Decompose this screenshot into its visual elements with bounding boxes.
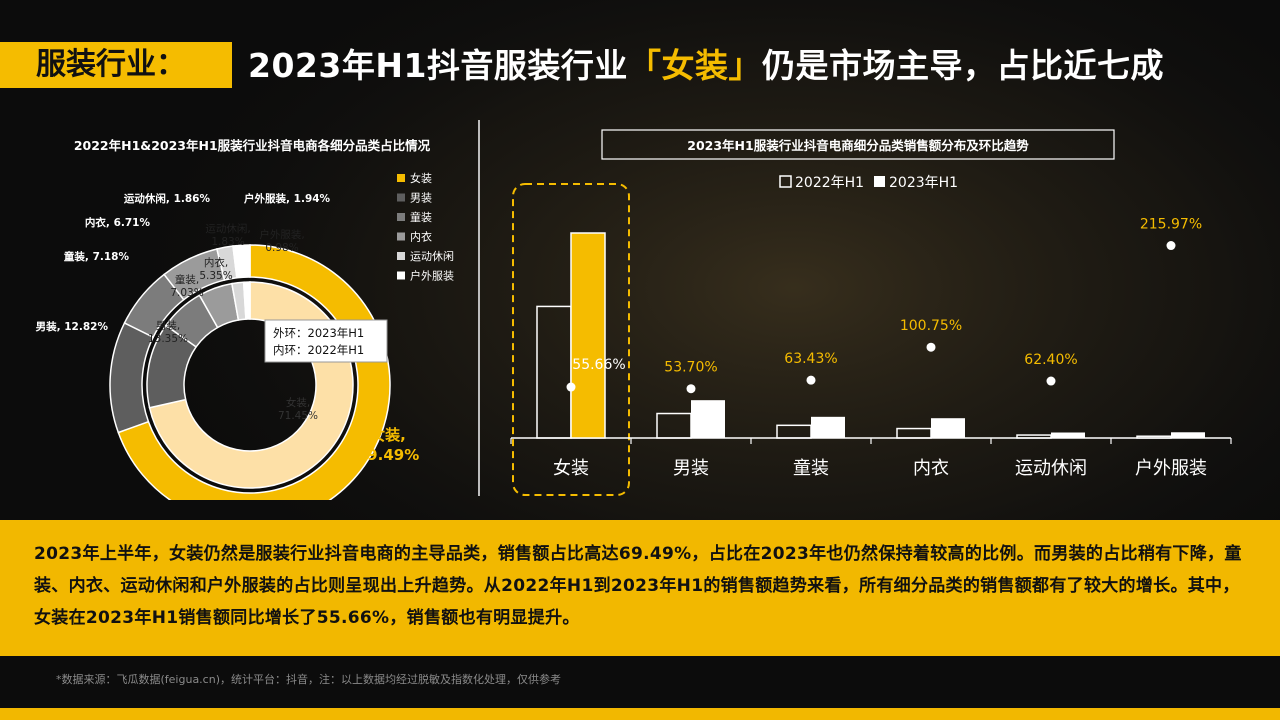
bottom-accent-bar <box>0 708 1280 720</box>
donut-legend-label-4: 运动休闲 <box>410 249 454 263</box>
donut-chart: 2022年H1&2023年H1服装行业抖音电商各细分品类占比情况 女装, 69.4… <box>36 138 454 500</box>
bar-2023-1 <box>691 400 725 438</box>
x-tick-label-3: 内衣 <box>913 458 949 479</box>
growth-label-4: 62.40% <box>1024 352 1077 368</box>
donut-legend-swatch-4 <box>397 252 405 260</box>
growth-dot-3 <box>926 342 936 352</box>
x-tick-label-4: 运动休闲 <box>1015 458 1087 479</box>
growth-dot-1 <box>686 384 696 394</box>
donut-legend-swatch-1 <box>397 193 405 202</box>
bar-2022-3 <box>896 427 932 439</box>
bar-2022-5 <box>1136 435 1172 439</box>
title-highlight: 「女装」 <box>627 46 762 85</box>
summary-panel: 2023年上半年，女装仍然是服装行业抖音电商的主导品类，销售额占比高达69.49… <box>0 520 1280 656</box>
outer-ring-label-3: 内衣, 6.71% <box>85 216 151 229</box>
bar-chart: 2023年H1服装行业抖音电商细分品类销售额分布及环比趋势 2022年H1 20… <box>510 129 1232 496</box>
page-title: 2023年H1抖音服装行业「女装」仍是市场主导，占比近七成 <box>248 40 1268 92</box>
outer-ring-label-0: 女装, 69.49% <box>357 426 419 464</box>
growth-dot-4 <box>1046 376 1056 386</box>
legend-label-2023: 2023年H1 <box>889 175 958 191</box>
bar-2023-2 <box>811 416 845 438</box>
inner-ring-label-2: 童装, 7.03% <box>170 273 203 299</box>
bar-2022-0 <box>536 305 572 439</box>
highlight-frame <box>512 183 630 496</box>
outer-ring-slice-5 <box>232 244 251 279</box>
bar-legend: 2022年H1 2023年H1 <box>779 175 958 191</box>
outer-ring-label-5: 户外服装, 1.94% <box>243 192 331 205</box>
title-prefix: 2023年H1抖音服装行业 <box>248 46 628 85</box>
bar-2023-0 <box>570 232 606 439</box>
donut-rings: 女装, 69.49% 男装, 12.82% 童装, 7.18% 内衣, 6.71% 运动休… <box>36 192 419 500</box>
donut-legend-swatch-0 <box>397 174 405 182</box>
growth-label-1: 53.70% <box>664 360 717 376</box>
outer-ring-label-1: 男装, 12.82% <box>36 320 109 333</box>
section-tag: 服装行业： <box>0 42 232 88</box>
inner-ring-label-4: 运动休闲, 1.83% <box>205 222 250 248</box>
inner-ring-label-5: 户外服装, 0.98% <box>259 228 304 254</box>
ring-note-outer: 外环：2023年H1 <box>273 326 364 340</box>
ring-note-inner: 内环：2022年H1 <box>273 343 364 357</box>
ring-note-box: 外环：2023年H1 内环：2022年H1 <box>264 319 388 363</box>
legend-swatch-2023 <box>874 176 885 187</box>
growth-label-0: 55.66% <box>572 357 625 373</box>
vertical-divider <box>478 120 480 496</box>
bar-2023-3 <box>931 418 965 438</box>
growth-label-3: 100.75% <box>900 318 962 334</box>
outer-ring-label-4: 运动休闲, 1.86% <box>124 192 211 205</box>
bar-2023-5 <box>1171 432 1205 438</box>
growth-dot-5 <box>1166 241 1176 251</box>
bar-chart-title: 2023年H1服装行业抖音电商细分品类销售额分布及环比趋势 <box>687 138 1029 153</box>
growth-dot-0 <box>566 382 576 392</box>
bar-2022-2 <box>776 424 812 439</box>
bar-chart-title-box <box>601 129 1115 160</box>
summary-text: 2023年上半年，女装仍然是服装行业抖音电商的主导品类，销售额占比高达69.49… <box>34 544 1242 628</box>
inner-ring-label-0: 女装, 71.45% <box>278 396 318 422</box>
x-tick-label-2: 童装 <box>793 458 829 479</box>
inner-ring-label-1: 男装, 13.35% <box>148 319 188 345</box>
inner-ring-slice-5 <box>242 281 251 320</box>
donut-legend-label-3: 内衣 <box>410 230 432 244</box>
donut-legend-swatch-3 <box>397 232 405 241</box>
footnote: *数据来源：飞瓜数据(feigua.cn)，统计平台：抖音，注：以上数据均经过脱… <box>56 673 561 686</box>
donut-chart-title: 2022年H1&2023年H1服装行业抖音电商各细分品类占比情况 <box>74 138 431 153</box>
donut-legend-label-1: 男装 <box>410 192 432 205</box>
inner-ring-label-3: 内衣, 5.35% <box>199 256 232 282</box>
title-suffix: 仍是市场主导，占比近七成 <box>761 46 1164 85</box>
growth-label-2: 63.43% <box>784 351 837 367</box>
growth-dot-2 <box>806 375 816 385</box>
outer-ring-label-2: 童装, 7.18% <box>64 250 130 263</box>
bar-2023-4 <box>1051 432 1085 438</box>
legend-label-2022: 2022年H1 <box>795 175 864 191</box>
bar-2022-4 <box>1016 434 1052 439</box>
donut-legend-swatch-5 <box>397 271 405 280</box>
x-tick-label-1: 男装 <box>673 458 709 479</box>
x-tick-label-5: 户外服装 <box>1135 458 1207 479</box>
bar-marks: 女装 55.66% 男装 53.70% 童装 63.43% 内衣 100.75% 运动休闲 62.… <box>510 217 1232 479</box>
donut-legend-label-0: 女装 <box>410 171 432 185</box>
growth-label-5: 215.97% <box>1140 217 1202 233</box>
legend-swatch-2022 <box>779 175 792 188</box>
donut-legend-swatch-2 <box>397 213 405 221</box>
donut-legend-label-5: 户外服装 <box>410 269 454 283</box>
donut-legend-label-2: 童装 <box>410 210 432 224</box>
bar-2022-1 <box>656 412 692 439</box>
x-tick-label-0: 女装 <box>553 458 589 479</box>
